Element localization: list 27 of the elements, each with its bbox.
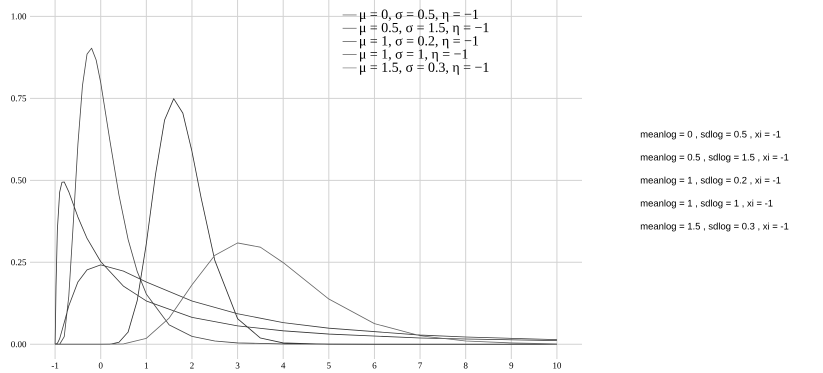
text: meanlog = 0.5 , sdlog = 1.5 , xi = -1 (640, 154, 788, 162)
y-tick-label: 1.00 (12, 13, 26, 20)
legend-label: μ = 0, σ = 0.5, η = −1 (360, 10, 478, 22)
x-tick-label: 7 (418, 362, 422, 368)
y-tick-label: 0.00 (11, 341, 26, 348)
x-tick-label: 3 (236, 362, 240, 369)
legend-label: μ = 1, σ = 0.2, η = −1 (360, 36, 478, 48)
text: meanlog = 1.5 , sdlog = 0.3 , xi = -1 (640, 222, 788, 232)
x-tick-label: 1 (144, 362, 148, 368)
x-tick-label: 2 (190, 362, 194, 368)
legend-label: μ = 1.5, σ = 0.3, η = −1 (360, 62, 489, 75)
x-tick-label: -1 (52, 362, 58, 368)
x-tick-label: 0 (98, 362, 103, 369)
legend-label: μ = 0.5, σ = 1.5, η = −1 (360, 22, 489, 36)
x-tick-label: 9 (509, 362, 514, 369)
x-tick-label: 5 (327, 362, 331, 368)
y-tick-label: 0.25 (11, 259, 26, 266)
text: meanlog = 1 , sdlog = 1 , xi = -1 (640, 200, 773, 208)
x-tick-label: 10 (553, 362, 562, 369)
y-tick-label: 0.50 (11, 177, 26, 184)
legend-label: μ = 1, σ = 1, η = −1 (360, 49, 468, 62)
text: meanlog = 1 , sdlog = 0.2 , xi = -1 (640, 176, 780, 186)
x-tick-label: 4 (281, 362, 286, 368)
y-tick-label: 0.75 (11, 95, 26, 102)
x-tick-label: 6 (372, 362, 376, 369)
x-tick-label: 8 (464, 362, 468, 369)
text: meanlog = 0 , sdlog = 0.5 , xi = -1 (640, 130, 780, 140)
